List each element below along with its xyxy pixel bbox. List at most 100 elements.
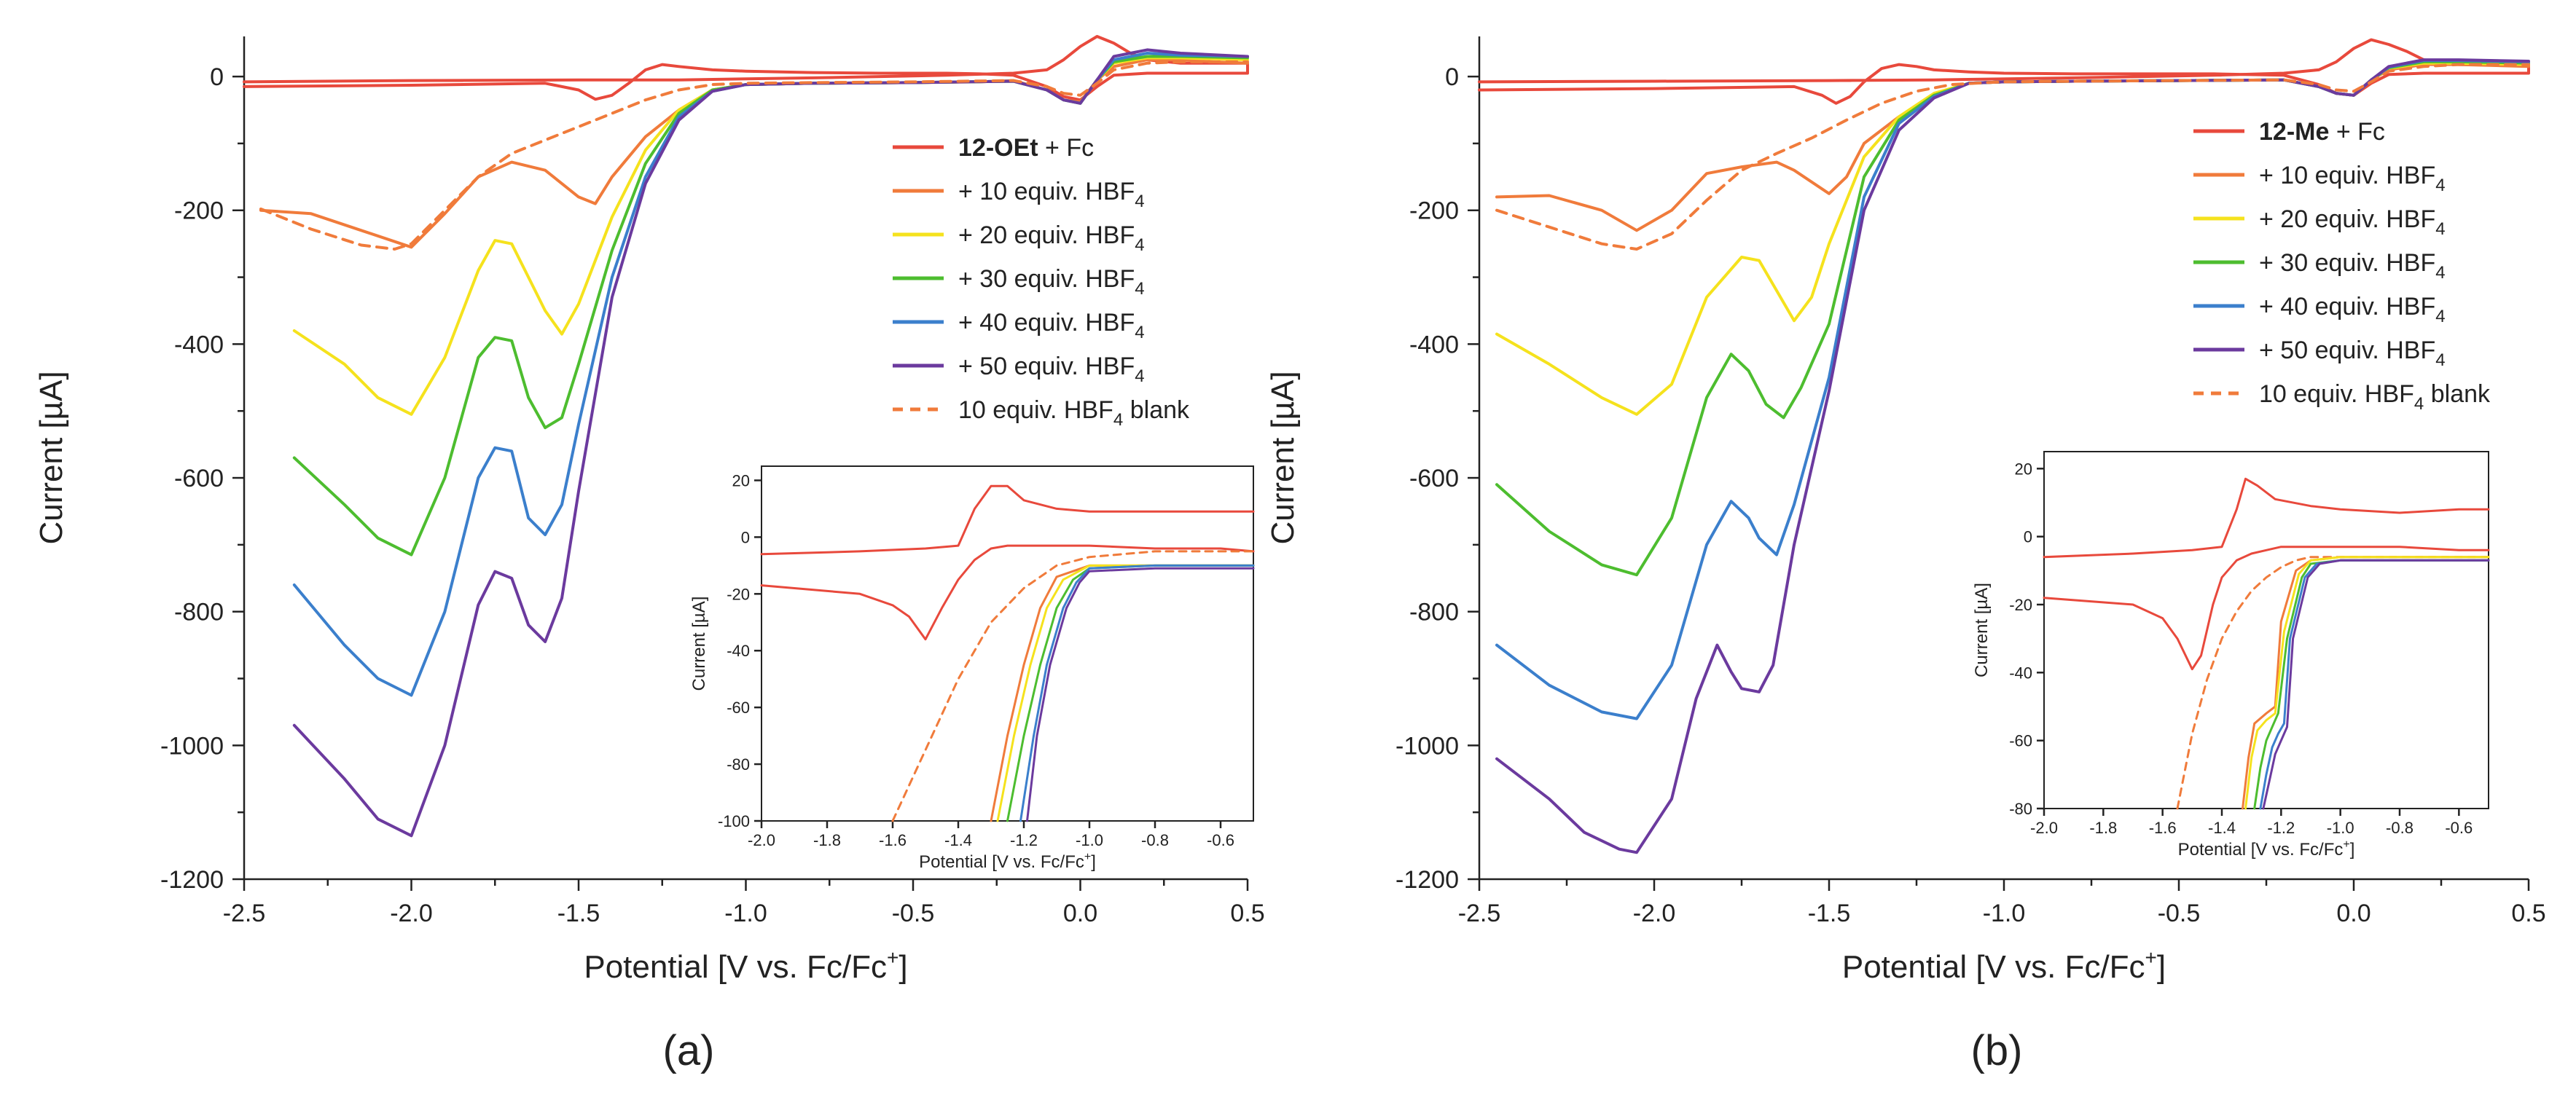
inset-frame: [2043, 451, 2489, 809]
inset-series-line: [2043, 477, 2490, 559]
inset-x-tick-label: -1.8: [813, 831, 841, 849]
inset-plot: -2.0 -1.8 -1.6 -1.4 -1.2 -1.0 -0.8 -0.6 20 0 -20 -4…: [689, 465, 1255, 872]
legend-label-sub: 4: [1135, 323, 1144, 342]
legend-label: 12-Me + Fc: [2259, 118, 2385, 146]
inset-x-tick-label: -1.6: [879, 831, 907, 849]
legend-label-bold: 12-Me: [2259, 118, 2329, 146]
legend-label: + 40 equiv. HBF4: [2259, 293, 2446, 326]
y-axis-label: Current [µA]: [34, 371, 69, 544]
series-line: [243, 35, 1249, 102]
legend-label-bold: 12-OEt: [958, 134, 1038, 162]
legend-label-text: + 10 equiv. HBF: [2259, 162, 2435, 189]
inset-x-tick-label: -1.6: [2149, 819, 2177, 837]
inset-series-line: [2244, 556, 2490, 810]
inset-x-tick-label: -1.4: [944, 831, 972, 849]
inset-y-tick-label: -40: [2009, 664, 2032, 682]
legend-label: + 30 equiv. HBF4: [958, 265, 1145, 299]
legend-label: + 50 equiv. HBF4: [2259, 337, 2446, 370]
x-tick-label: -2.0: [390, 900, 433, 927]
inset-y-tick-label: -80: [727, 755, 750, 774]
legend-label: + 20 equiv. HBF4: [2259, 205, 2446, 239]
legend-label: 10 equiv. HBF4 blank: [2259, 380, 2491, 414]
legend-label-text: + Fc: [1038, 134, 1095, 162]
y-tick-label: -1000: [160, 732, 224, 760]
x-tick-label: -0.5: [2158, 900, 2201, 927]
y-tick-label: -1200: [1395, 866, 1459, 894]
legend-label-sub: 4: [2435, 219, 2445, 239]
inset-x-tick-label: -1.4: [2208, 819, 2236, 837]
inset-y-tick-label: -80: [2009, 800, 2032, 818]
y-tick-label: -200: [1409, 197, 1459, 225]
legend-label-text: + 30 equiv. HBF: [2259, 249, 2435, 277]
inset-x-tick-label: -1.0: [1076, 831, 1103, 849]
legend-label-text: + Fc: [2329, 118, 2385, 146]
legend-label-text: + 30 equiv. HBF: [958, 265, 1135, 293]
inset-x-tick-label: -1.2: [2267, 819, 2295, 837]
legend-label-end: blank: [2424, 380, 2491, 408]
inset-y-tick-label: -20: [727, 585, 750, 603]
legend-label: + 20 equiv. HBF4: [958, 221, 1145, 255]
legend-label-sub: 4: [2414, 394, 2424, 414]
inset-y-tick-label: -40: [727, 642, 750, 660]
inset-x-tick-label: -0.6: [1207, 831, 1234, 849]
inset-x-tick-label: -1.8: [2089, 819, 2117, 837]
legend-label-sub: 4: [1113, 410, 1123, 430]
inset-x-axis-label-sup: +: [1084, 851, 1091, 863]
legend-label-sub: 4: [2435, 176, 2445, 195]
inset-frame: [761, 465, 1254, 822]
inset-y-tick-label: 0: [2024, 528, 2032, 546]
y-tick-label: -400: [1409, 331, 1459, 358]
inset-x-tick-label: -1.0: [2327, 819, 2354, 837]
legend-label-text: + 20 equiv. HBF: [2259, 205, 2435, 233]
inset-y-tick-label: -100: [718, 812, 750, 830]
inset-y-tick-label: 0: [741, 528, 750, 546]
x-tick-label: -2.5: [223, 900, 266, 927]
legend-label-text: + 40 equiv. HBF: [958, 309, 1135, 337]
inset-x-tick-label: -0.6: [2445, 819, 2473, 837]
series-line: [1495, 58, 2530, 854]
inset-x-axis-label: Potential [V vs. Fc/Fc+]: [2178, 838, 2355, 860]
legend-label-text: 10 equiv. HBF: [2259, 380, 2414, 408]
x-axis-label-end: ]: [899, 949, 907, 985]
legend: 12-Me + Fc+ 10 equiv. HBF4+ 20 equiv. HB…: [2193, 118, 2491, 414]
legend-label-text: + 10 equiv. HBF: [958, 178, 1135, 205]
inset-x-tick-label: -2.0: [748, 831, 775, 849]
panel-a: -2.5 -2.0 -1.5 -1.0 -0.5 0.0 0.50-200-400-600-…: [34, 35, 1265, 1074]
x-axis-label: Potential [V vs. Fc/Fc+]: [1842, 946, 2166, 985]
inset-series-line: [760, 484, 1255, 556]
legend-label-sub: 4: [1135, 192, 1144, 211]
x-tick-label: -1.0: [1983, 900, 2026, 927]
y-tick-label: 0: [210, 63, 224, 91]
legend-label-sub: 4: [2435, 307, 2445, 326]
y-tick-label: -800: [1409, 599, 1459, 626]
y-axis-label: Current [µA]: [1265, 371, 1301, 544]
x-tick-label: 0.5: [2511, 900, 2545, 927]
inset-series-line: [760, 544, 1255, 641]
x-tick-label: -0.5: [892, 900, 935, 927]
panel-b: -2.5 -2.0 -1.5 -1.0 -0.5 0.0 0.50-200-400-600-…: [1265, 36, 2546, 1074]
legend-label: 12-OEt + Fc: [958, 134, 1094, 162]
y-tick-label: -800: [174, 599, 224, 626]
legend-label: + 50 equiv. HBF4: [958, 353, 1145, 386]
y-tick-label: 0: [1445, 63, 1459, 91]
inset-x-axis-label-text: Potential [V vs. Fc/Fc: [919, 852, 1084, 872]
x-tick-label: -1.5: [1808, 900, 1851, 927]
inset-x-tick-label: -0.8: [2386, 819, 2413, 837]
legend-label-sub: 4: [1135, 366, 1144, 386]
x-tick-label: -1.0: [724, 900, 767, 927]
series-line: [1495, 63, 2530, 251]
legend-label-sub: 4: [1135, 235, 1144, 255]
inset-y-tick-label: 20: [2015, 460, 2032, 478]
inset-series-line: [1026, 567, 1255, 822]
inset-x-axis-label: Potential [V vs. Fc/Fc+]: [919, 851, 1096, 872]
y-tick-label: -600: [1409, 465, 1459, 492]
inset-y-tick-label: -20: [2009, 596, 2032, 614]
series-line: [259, 60, 1249, 251]
y-tick-label: -1000: [1395, 732, 1459, 760]
inset-y-axis-label: Current [µA]: [1972, 583, 1992, 677]
inset-y-tick-label: -60: [727, 699, 750, 717]
legend-label-text: 10 equiv. HBF: [958, 396, 1113, 424]
inset-series-line: [2043, 546, 2490, 671]
legend-label-end: blank: [1123, 396, 1190, 424]
x-tick-label: 0.0: [1063, 900, 1097, 927]
